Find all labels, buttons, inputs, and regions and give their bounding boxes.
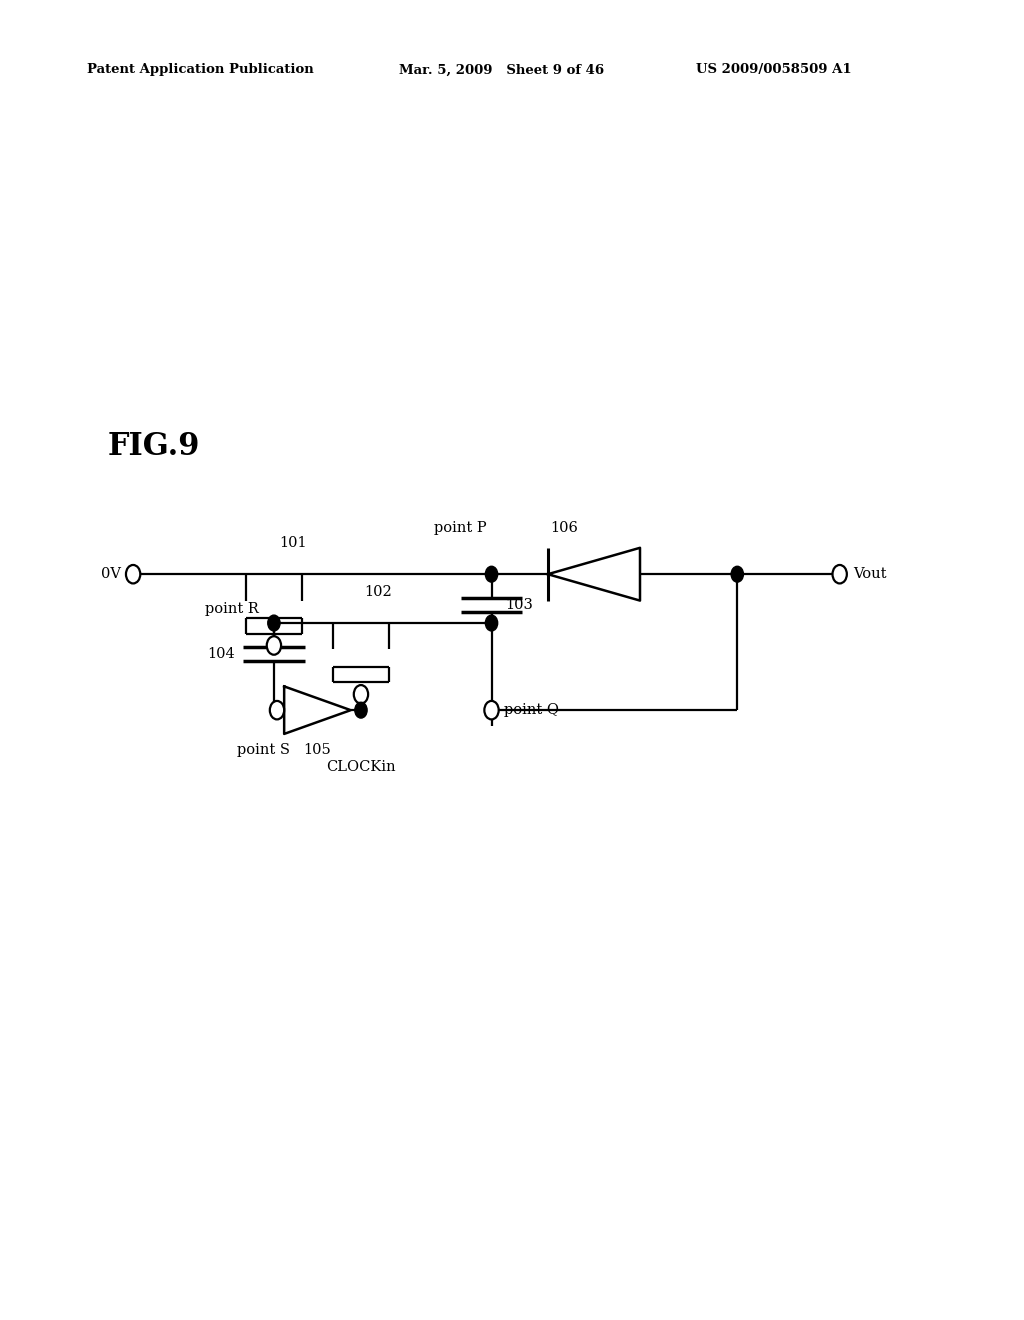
Circle shape (266, 636, 281, 655)
Text: 102: 102 (365, 585, 392, 599)
Text: point Q: point Q (504, 704, 559, 717)
Text: Mar. 5, 2009   Sheet 9 of 46: Mar. 5, 2009 Sheet 9 of 46 (399, 63, 604, 77)
Circle shape (731, 566, 743, 582)
Text: Patent Application Publication: Patent Application Publication (87, 63, 313, 77)
Text: 0V: 0V (100, 568, 121, 581)
Circle shape (354, 685, 369, 704)
Circle shape (833, 565, 847, 583)
Text: 103: 103 (505, 598, 532, 612)
Text: Vout: Vout (853, 568, 887, 581)
Text: point P: point P (434, 520, 486, 535)
Text: point R: point R (205, 602, 258, 616)
Text: CLOCKin: CLOCKin (327, 760, 395, 775)
Text: point S: point S (238, 743, 290, 758)
Circle shape (485, 615, 498, 631)
Text: US 2009/0058509 A1: US 2009/0058509 A1 (696, 63, 852, 77)
Text: 105: 105 (303, 743, 332, 758)
Circle shape (485, 702, 498, 718)
Polygon shape (548, 548, 640, 601)
Circle shape (270, 701, 285, 719)
Circle shape (126, 565, 140, 583)
Circle shape (354, 702, 367, 718)
Text: 104: 104 (207, 647, 236, 661)
Text: 106: 106 (550, 520, 578, 535)
Circle shape (485, 566, 498, 582)
Circle shape (484, 701, 499, 719)
Circle shape (268, 615, 281, 631)
Polygon shape (285, 686, 350, 734)
Text: FIG.9: FIG.9 (108, 432, 200, 462)
Text: 101: 101 (279, 536, 306, 550)
